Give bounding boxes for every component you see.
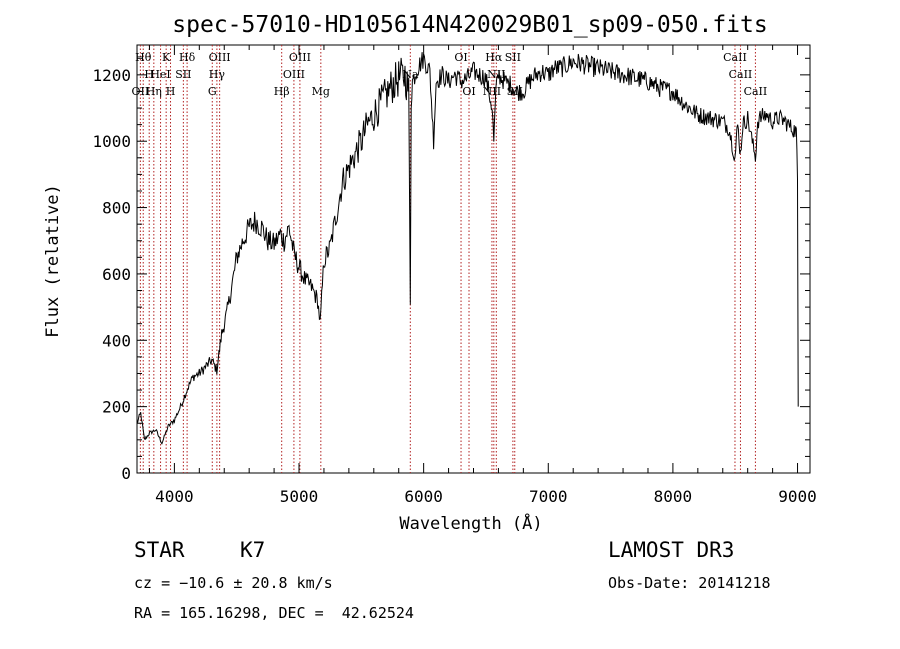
- y-tick-label: 200: [102, 398, 131, 417]
- line-marker-label: OI: [462, 85, 475, 98]
- line-marker-label: H: [166, 85, 176, 98]
- x-tick-label: 9000: [778, 487, 817, 506]
- line-marker-label: CaII: [723, 51, 747, 64]
- line-marker-label: HeI: [150, 68, 170, 81]
- y-tick-label: 600: [102, 265, 131, 284]
- line-marker-label: CaII: [729, 68, 753, 81]
- line-marker-label: G: [208, 85, 217, 98]
- line-marker-label: NII: [483, 85, 501, 98]
- line-marker-label: OIII: [283, 68, 305, 81]
- line-marker-label: Hθ: [135, 51, 152, 64]
- y-tick-label: 400: [102, 331, 131, 350]
- x-tick-label: 8000: [654, 487, 693, 506]
- line-marker-label: Hδ: [179, 51, 196, 64]
- line-marker-label: K: [162, 51, 171, 64]
- coordinates-text: RA = 165.16298, DEC = 42.62524: [134, 604, 414, 622]
- x-tick-label: 7000: [529, 487, 568, 506]
- x-axis-label: Wavelength (Å): [399, 512, 542, 534]
- line-marker-label: OIII: [209, 51, 231, 64]
- line-marker-label: Na: [402, 68, 419, 81]
- line-marker-label: Hα: [485, 51, 503, 64]
- x-tick-label: 4000: [155, 487, 194, 506]
- line-marker-label: Hγ: [209, 68, 226, 81]
- y-tick-label: 1200: [92, 66, 131, 85]
- y-axis-label: Flux (relative): [43, 184, 63, 338]
- line-marker-label: OIII: [289, 51, 311, 64]
- line-marker-label: OI: [454, 51, 467, 64]
- line-marker-label: Mg: [312, 85, 330, 98]
- object-class: STAR: [134, 538, 185, 562]
- spectrum-line: [136, 52, 799, 445]
- line-marker-label: SII: [505, 51, 521, 64]
- line-marker-label: SII: [175, 68, 191, 81]
- y-tick-label: 0: [121, 464, 131, 483]
- spectral-subclass: K7: [240, 538, 266, 562]
- redshift-text: cz = −10.6 ± 20.8 km/s: [134, 574, 333, 592]
- y-tick-label: 800: [102, 199, 131, 218]
- x-tick-label: 6000: [404, 487, 443, 506]
- survey-name: LAMOST DR3: [608, 538, 735, 562]
- obs-date-text: Obs-Date: 20141218: [608, 574, 771, 592]
- y-tick-label: 1000: [92, 132, 131, 151]
- line-marker-label: Hη: [146, 85, 162, 98]
- line-marker-label: Hβ: [274, 85, 290, 98]
- chart-title: spec-57010-HD105614N420029B01_sp09-050.f…: [172, 12, 767, 38]
- line-marker-label: CaII: [744, 85, 768, 98]
- line-marker-label: H: [144, 68, 154, 81]
- x-tick-label: 5000: [280, 487, 319, 506]
